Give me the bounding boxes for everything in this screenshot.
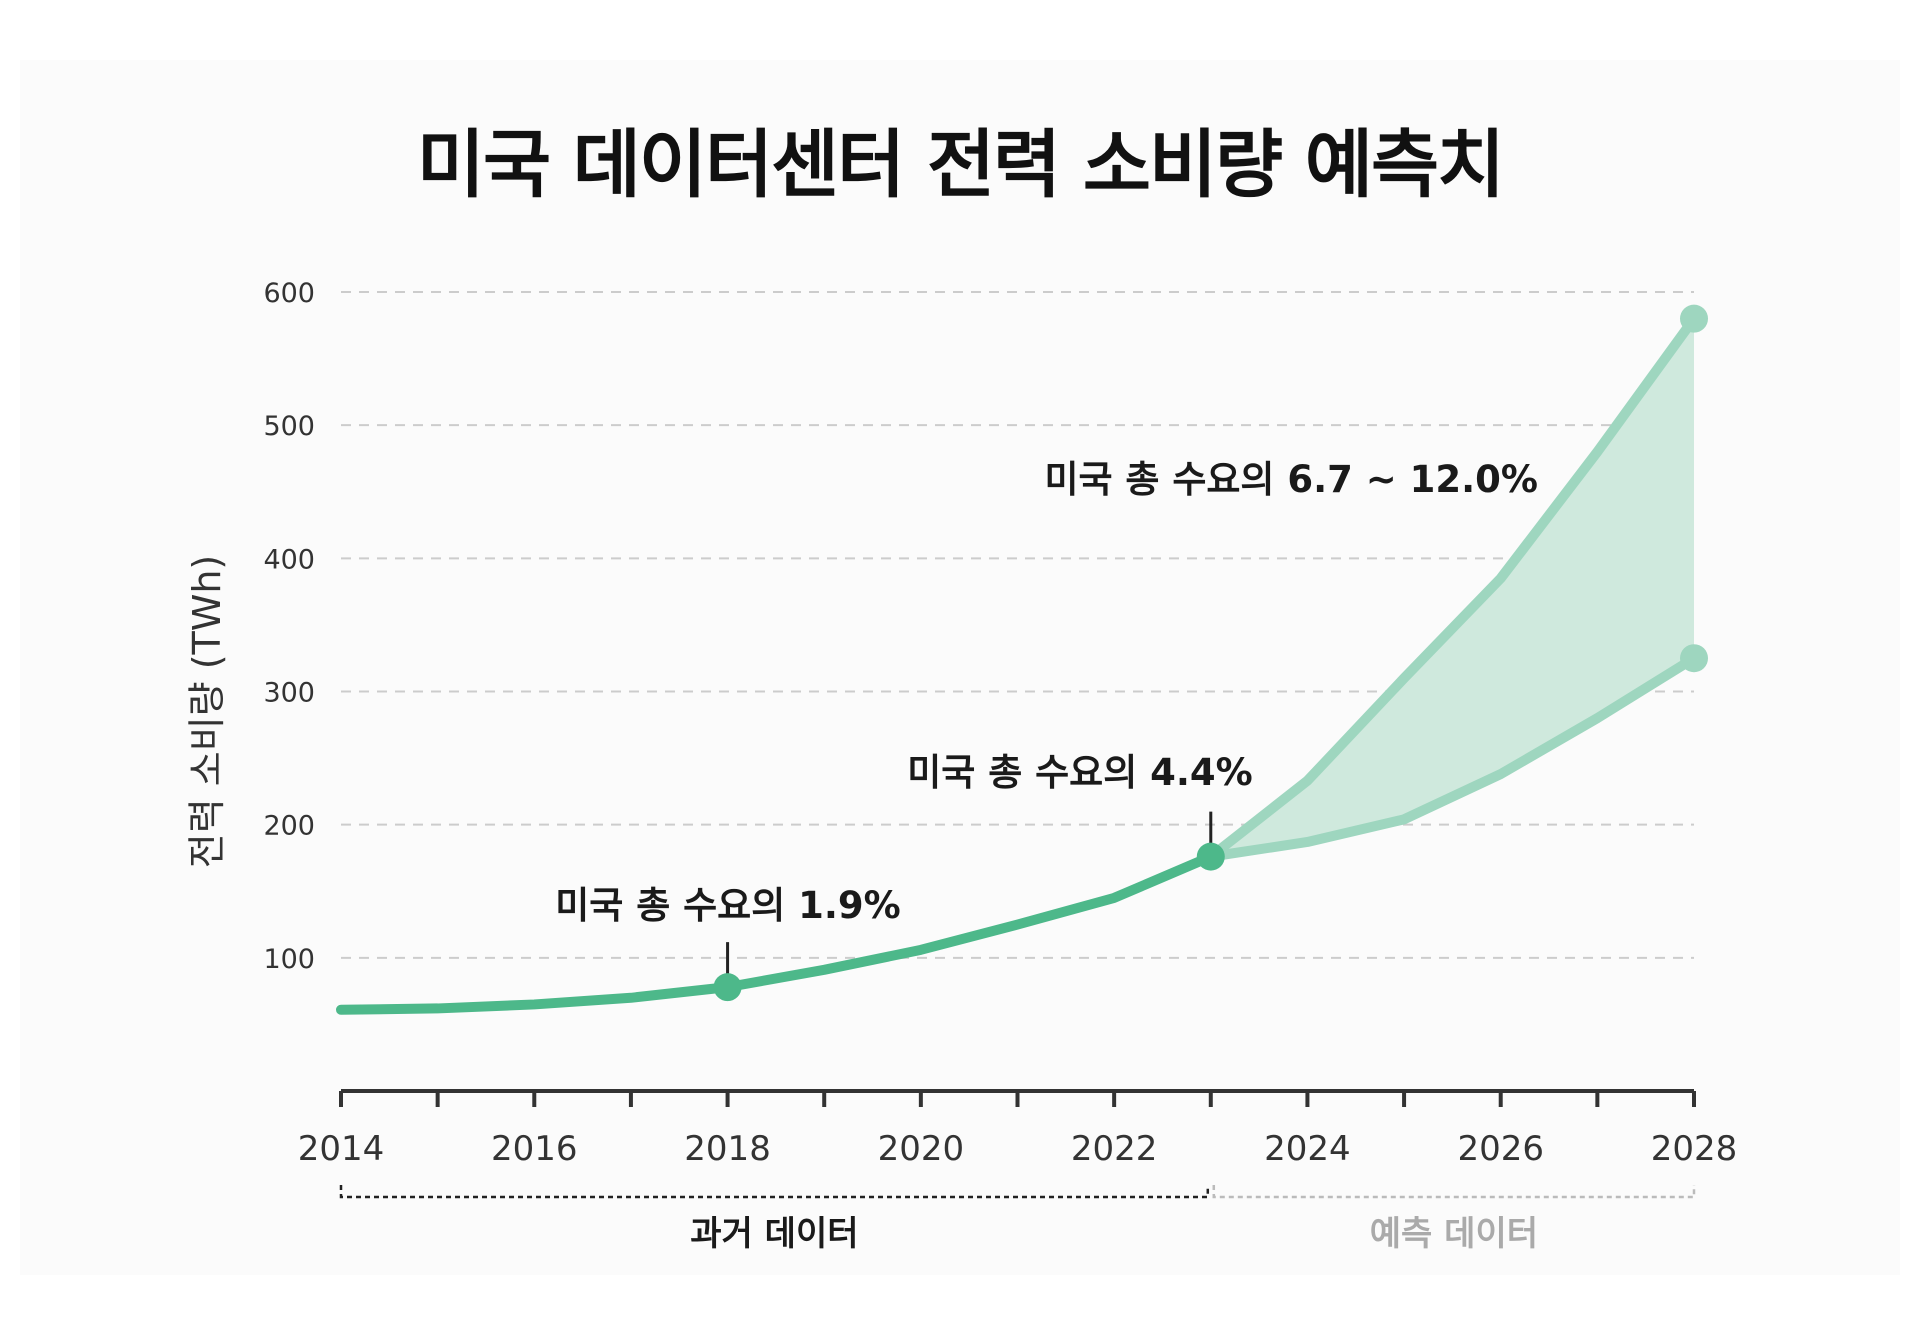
data-marker-2023-176: [1196, 842, 1225, 871]
y-tick-label-300: 300: [263, 678, 315, 709]
data-marker-2028-580: [1680, 304, 1708, 333]
y-tick-label-200: 200: [263, 811, 315, 842]
forecast-range-area-group: [1210, 318, 1694, 857]
forecast-lower-line: [1205, 653, 1699, 862]
historical-line: [336, 851, 1216, 1015]
chart-text: 100 200 300 400 500 600 전력 소비량 (TWh) 2014 2016 20…: [185, 278, 1737, 1254]
data-marker-2028-325: [1680, 644, 1708, 673]
grid-lines: [341, 291, 1694, 959]
chart-title: 미국 데이터센터 전력 소비량 예측치: [416, 122, 1505, 208]
data-marker-2018-78: [713, 973, 742, 1002]
x-tick-label-2020: 2020: [878, 1129, 965, 1169]
x-axis: [339, 811, 1696, 1199]
historical-period-bracket: [339, 1185, 1210, 1199]
x-tick-label-2018: 2018: [684, 1129, 771, 1169]
x-tick-label-2026: 2026: [1457, 1129, 1544, 1169]
y-axis-title: 전력 소비량 (TWh): [185, 555, 229, 868]
y-tick-label-100: 100: [263, 944, 315, 975]
y-tick-label-500: 500: [263, 411, 315, 442]
historical-period-label: 과거 데이터: [690, 1214, 858, 1254]
annotation-label-3: 미국 총 수요의 6.7 ~ 12.0%: [1044, 458, 1538, 501]
y-tick-label-400: 400: [263, 544, 315, 575]
y-tick-label-600: 600: [263, 278, 315, 309]
forecast-range-area: [1210, 318, 1694, 857]
x-tick-label-2028: 2028: [1651, 1129, 1738, 1169]
data-markers: [713, 304, 1708, 1002]
x-tick-label-2014: 2014: [298, 1129, 385, 1169]
forecast-period-label: 예측 데이터: [1370, 1214, 1538, 1254]
annotation-label-1: 미국 총 수요의 1.9%: [555, 884, 901, 927]
annotation-label-2: 미국 총 수요의 4.4%: [907, 751, 1253, 794]
x-tick-label-2024: 2024: [1264, 1129, 1351, 1169]
forecast-upper-line: [1205, 313, 1699, 862]
forecast-period-bracket: [1212, 1185, 1696, 1199]
x-tick-label-2016: 2016: [491, 1129, 578, 1169]
series-lines: [336, 313, 1699, 1015]
x-tick-label-2022: 2022: [1071, 1129, 1158, 1169]
